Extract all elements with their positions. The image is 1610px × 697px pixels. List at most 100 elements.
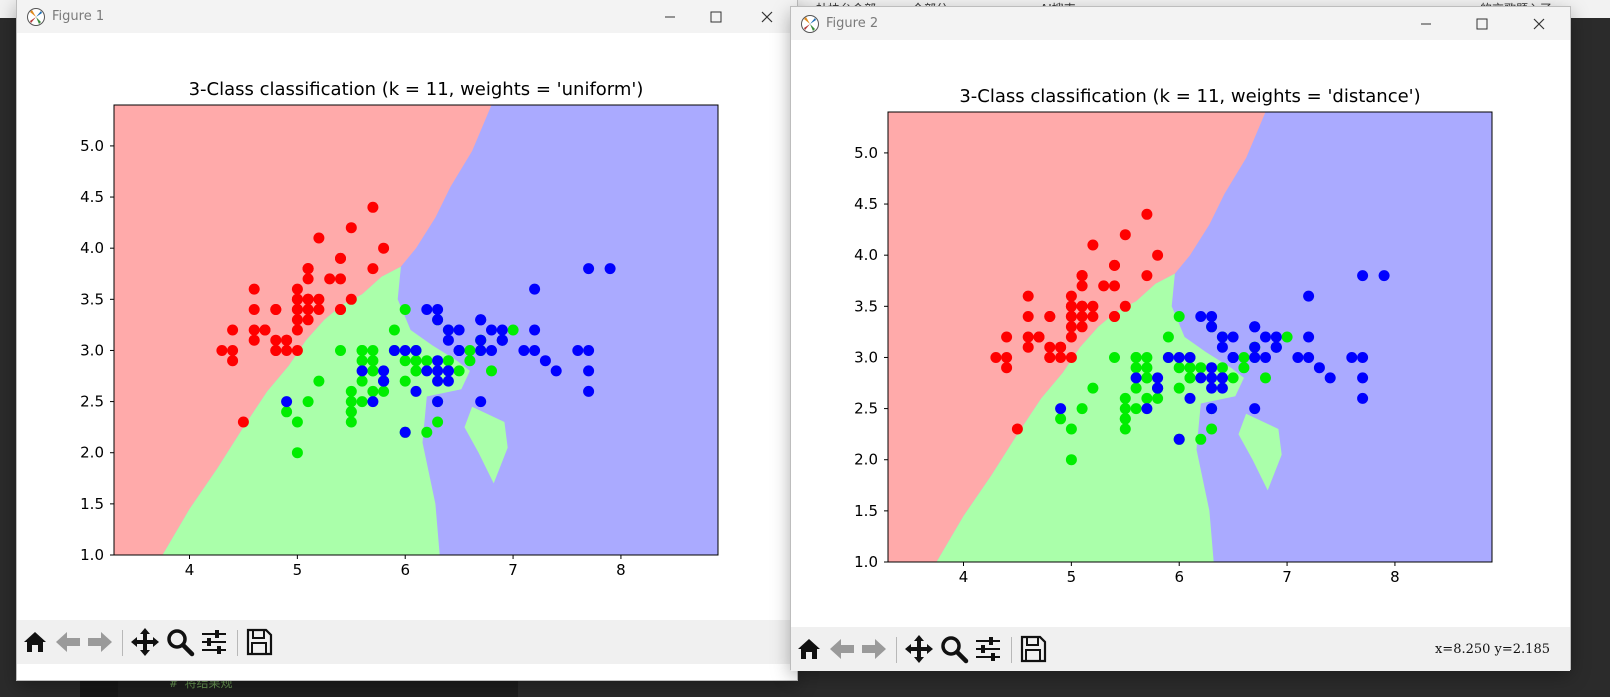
scatter-point <box>583 263 595 275</box>
scatter-point <box>1065 300 1077 312</box>
scatter-point <box>1216 372 1228 384</box>
scatter-point <box>1238 352 1250 363</box>
pan-button[interactable] <box>129 626 161 658</box>
scatter-point <box>1033 331 1045 343</box>
close-button[interactable] <box>754 4 780 30</box>
scatter-point <box>302 293 314 305</box>
maximize-button[interactable] <box>1469 11 1495 37</box>
scatter-point <box>1184 392 1196 404</box>
scatter-point <box>1227 372 1239 384</box>
scatter-point <box>1195 433 1207 445</box>
y-tick-label: 5.0 <box>80 137 104 155</box>
save-button[interactable] <box>243 626 275 658</box>
y-tick-label: 1.0 <box>80 546 104 564</box>
scatter-point <box>313 232 325 244</box>
close-button[interactable] <box>1526 11 1552 37</box>
pan-button[interactable] <box>903 633 935 665</box>
scatter-point <box>432 355 444 367</box>
y-tick-label: 3.0 <box>80 341 104 359</box>
y-tick-label: 3.0 <box>854 348 878 366</box>
scatter-point <box>1162 352 1174 363</box>
scatter-point <box>324 273 336 285</box>
scatter-point <box>1044 352 1056 363</box>
scatter-point <box>1065 454 1077 466</box>
plot-canvas[interactable]: 4 5 6 7 8 1.0 1.5 2.0 2.5 3.0 3.5 4.0 4.5 5.0 3-Class … <box>17 33 797 620</box>
pan-icon <box>905 635 933 663</box>
scatter-point <box>227 345 239 356</box>
scatter-point <box>356 365 368 377</box>
scatter-point <box>410 345 422 356</box>
y-tick-label: 4.0 <box>854 246 878 264</box>
scatter-point <box>1162 331 1174 343</box>
scatter-point <box>1141 362 1153 374</box>
home-button[interactable] <box>793 633 825 665</box>
scatter-point <box>281 406 293 418</box>
scatter-point <box>410 355 422 367</box>
scatter-point <box>1249 352 1261 363</box>
scatter-point <box>1065 321 1077 333</box>
home-button[interactable] <box>19 626 51 658</box>
save-button[interactable] <box>1017 633 1049 665</box>
scatter-point <box>1357 392 1369 404</box>
scatter-point <box>1216 341 1228 353</box>
save-icon <box>246 628 273 656</box>
scatter-point <box>1216 382 1228 394</box>
maximize-button[interactable] <box>703 4 729 30</box>
scatter-point <box>475 334 487 346</box>
scatter-point <box>335 304 346 315</box>
scatter-point <box>1173 362 1185 374</box>
scatter-point <box>464 355 476 367</box>
scatter-point <box>432 396 444 408</box>
scatter-point <box>1227 352 1239 363</box>
back-button[interactable] <box>52 626 84 658</box>
scatter-point <box>583 365 595 377</box>
forward-button[interactable] <box>84 626 116 658</box>
zoom-button[interactable] <box>164 626 196 658</box>
scatter-point <box>1076 300 1088 312</box>
scatter-point <box>1119 403 1131 415</box>
configure-icon <box>202 630 226 654</box>
zoom-icon <box>167 629 195 657</box>
scatter-point <box>1119 229 1131 241</box>
scatter-point <box>442 365 454 377</box>
scatter-point <box>1119 300 1131 312</box>
scatter-point <box>1357 352 1369 363</box>
scatter-point <box>345 396 357 408</box>
scatter-point <box>1109 352 1120 363</box>
toolbar-separator <box>1011 637 1012 663</box>
configure-subplots-button[interactable] <box>972 633 1004 665</box>
scatter-point <box>1357 372 1369 384</box>
scatter-point <box>356 345 368 356</box>
scatter-point <box>475 314 487 326</box>
scatter-point <box>1087 239 1099 251</box>
scatter-point <box>1044 341 1056 353</box>
scatter-point <box>291 416 303 428</box>
x-tick-label: 7 <box>1282 568 1292 586</box>
scatter-point <box>1173 311 1185 322</box>
scatter-point <box>367 263 379 275</box>
scatter-point <box>475 345 487 356</box>
minimize-button[interactable] <box>657 4 683 30</box>
title-bar[interactable]: Figure 2 <box>791 7 1570 40</box>
configure-subplots-button[interactable] <box>198 626 230 658</box>
scatter-point <box>1173 433 1185 445</box>
zoom-button[interactable] <box>938 633 970 665</box>
scatter-point <box>1065 311 1077 322</box>
minimize-button[interactable] <box>1413 11 1439 37</box>
scatter-point <box>421 304 433 315</box>
navigation-toolbar <box>17 620 797 664</box>
plot-canvas[interactable]: 4 5 6 7 8 1.0 1.5 2.0 2.5 3.0 3.5 4.0 4.5 5.0 3-Class … <box>791 40 1570 627</box>
y-tick-label: 2.5 <box>854 400 878 418</box>
scatter-point <box>248 324 260 336</box>
scatter-point <box>990 352 1002 363</box>
back-button[interactable] <box>826 633 858 665</box>
scatter-point <box>281 345 293 356</box>
forward-button[interactable] <box>858 633 890 665</box>
scatter-point <box>518 345 530 356</box>
scatter-point <box>237 416 249 428</box>
scatter-point <box>1130 372 1142 384</box>
scatter-point <box>410 385 422 397</box>
scatter-point <box>1076 321 1088 333</box>
title-bar[interactable]: Figure 1 <box>17 0 797 33</box>
region-class-1-patch <box>1238 413 1282 491</box>
